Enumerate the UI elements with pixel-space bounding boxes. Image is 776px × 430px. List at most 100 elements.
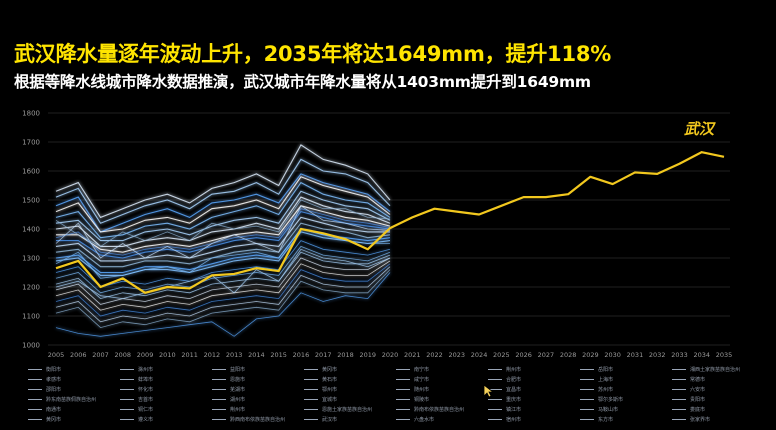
legend-swatch (212, 388, 226, 390)
legend-swatch (580, 388, 594, 390)
legend-item[interactable]: 黄冈市 (304, 364, 337, 374)
legend-label: 南宁市 (414, 366, 430, 373)
legend-item[interactable]: 恩施市 (212, 374, 245, 384)
legend-label: 遵义市 (138, 416, 154, 423)
legend-item[interactable]: 湘西土家族苗族自治州 (672, 364, 740, 374)
legend-swatch (580, 408, 594, 410)
legend-item[interactable]: 邵阳市 (28, 384, 61, 394)
legend-label: 鄂尔多斯市 (598, 396, 624, 403)
rainfall-line-chart: 1000 1100 1200 1300 1400 1500 1600 1700 1800 200… (22, 110, 732, 360)
legend-item[interactable]: 南通市 (28, 404, 61, 414)
legend-item[interactable]: 黄石市 (304, 374, 337, 384)
legend-item[interactable]: 岳阳市 (580, 364, 613, 374)
legend-swatch (28, 398, 42, 400)
x-tick-label: 2013 (226, 351, 243, 359)
legend-item[interactable]: 上海市 (580, 374, 613, 384)
legend-item[interactable]: 鄂尔多斯市 (580, 394, 623, 404)
legend-item[interactable]: 黔西南布依族苗族自治州 (212, 414, 285, 424)
legend-item[interactable]: 恩施土家族苗族自治州 (304, 404, 372, 414)
legend-label: 恩施市 (230, 376, 246, 383)
legend-item[interactable]: 张家界市 (672, 414, 710, 424)
legend-item[interactable]: 镇江市 (488, 404, 521, 414)
legend-item[interactable]: 合肥市 (488, 374, 521, 384)
city-series-line (55, 158, 391, 224)
y-tick-label: 1300 (22, 255, 40, 263)
legend-item[interactable]: 六盘水市 (396, 414, 434, 424)
legend-label: 东方市 (598, 416, 614, 423)
legend-item[interactable]: 宜城市 (304, 394, 337, 404)
x-tick-label: 2032 (649, 351, 666, 359)
legend-label: 衡阳市 (46, 366, 62, 373)
legend-item[interactable]: 芜湖市 (212, 384, 245, 394)
city-series-line (55, 144, 391, 219)
city-series-line (55, 266, 391, 323)
legend-item[interactable]: 东方市 (580, 414, 613, 424)
legend-swatch (580, 418, 594, 420)
city-series-line (55, 176, 391, 233)
legend-item[interactable]: 马鞍山市 (580, 404, 618, 414)
legend-item[interactable]: 黔东南苗族侗族自治州 (28, 394, 96, 404)
legend-swatch (304, 368, 318, 370)
city-series-line (55, 260, 391, 311)
legend-item[interactable]: 苏州市 (580, 384, 613, 394)
x-tick-label: 2010 (159, 351, 176, 359)
legend-label: 宿州市 (506, 416, 522, 423)
legend-item[interactable]: 荆州市 (488, 364, 521, 374)
legend-swatch (304, 378, 318, 380)
legend-label: 铜仁市 (138, 406, 154, 413)
legend-item[interactable]: 铜陵市 (396, 394, 429, 404)
legend-swatch (120, 378, 134, 380)
legend-item[interactable]: 湖州市 (212, 394, 245, 404)
legend-item[interactable]: 蚌埠市 (120, 374, 153, 384)
legend-item[interactable]: 随州市 (396, 384, 429, 394)
legend-item[interactable]: 六安市 (672, 384, 705, 394)
x-tick-label: 2019 (359, 351, 376, 359)
legend-item[interactable]: 铜仁市 (120, 404, 153, 414)
legend-label: 黔南布依族苗族自治州 (414, 406, 465, 413)
legend-item[interactable]: 咸宁市 (396, 374, 429, 384)
legend-item[interactable]: 黔南布依族苗族自治州 (396, 404, 464, 414)
city-series-line (55, 257, 391, 305)
x-tick-label: 2005 (48, 351, 65, 359)
y-tick-label: 1400 (22, 226, 40, 234)
legend-label: 荆州市 (506, 366, 522, 373)
legend-item[interactable]: 益阳市 (212, 364, 245, 374)
legend-item[interactable]: 贵阳市 (672, 394, 705, 404)
legend-item[interactable]: 荆州市 (212, 404, 245, 414)
legend-swatch (28, 368, 42, 370)
legend-item[interactable]: 宜昌市 (488, 384, 521, 394)
legend-item[interactable]: 怀化市 (120, 384, 153, 394)
legend-label: 益阳市 (230, 366, 246, 373)
y-tick-label: 1100 (22, 313, 40, 321)
legend-swatch (120, 398, 134, 400)
legend-item[interactable]: 孝感市 (28, 374, 61, 384)
legend-item[interactable]: 黄冈市 (28, 414, 61, 424)
legend-swatch (212, 378, 226, 380)
legend-swatch (120, 388, 134, 390)
mouse-cursor-icon (483, 384, 495, 398)
legend-label: 随州市 (414, 386, 430, 393)
legend-item[interactable]: 宿州市 (488, 414, 521, 424)
legend-label: 蚌埠市 (138, 376, 154, 383)
legend-item[interactable]: 常德市 (672, 374, 705, 384)
legend-item[interactable]: 遵义市 (120, 414, 153, 424)
legend-label: 孝感市 (46, 376, 62, 383)
legend-swatch (28, 378, 42, 380)
legend-item[interactable]: 武汉市 (304, 414, 337, 424)
x-tick-label: 2033 (671, 351, 688, 359)
legend-item[interactable]: 吉首市 (120, 394, 153, 404)
legend-swatch (396, 388, 410, 390)
legend-item[interactable]: 滁州市 (120, 364, 153, 374)
legend-item[interactable]: 重庆市 (488, 394, 521, 404)
city-series-line (55, 190, 391, 242)
city-series-line (55, 231, 391, 276)
legend-item[interactable]: 鄂州市 (304, 384, 337, 394)
legend-item[interactable]: 南宁市 (396, 364, 429, 374)
chart-legend: 衡阳市 滁州市 益阳市 黄冈市 南宁市 荆州市 岳阳市 湘西土家族苗族自治州 孝感市 蚌埠市 恩施市… (28, 364, 768, 426)
city-series-line (55, 181, 391, 239)
legend-label: 黄冈市 (322, 366, 338, 373)
legend-item[interactable]: 衡阳市 (28, 364, 61, 374)
legend-swatch (488, 378, 502, 380)
legend-label: 吉首市 (138, 396, 154, 403)
legend-item[interactable]: 娄底市 (672, 404, 705, 414)
